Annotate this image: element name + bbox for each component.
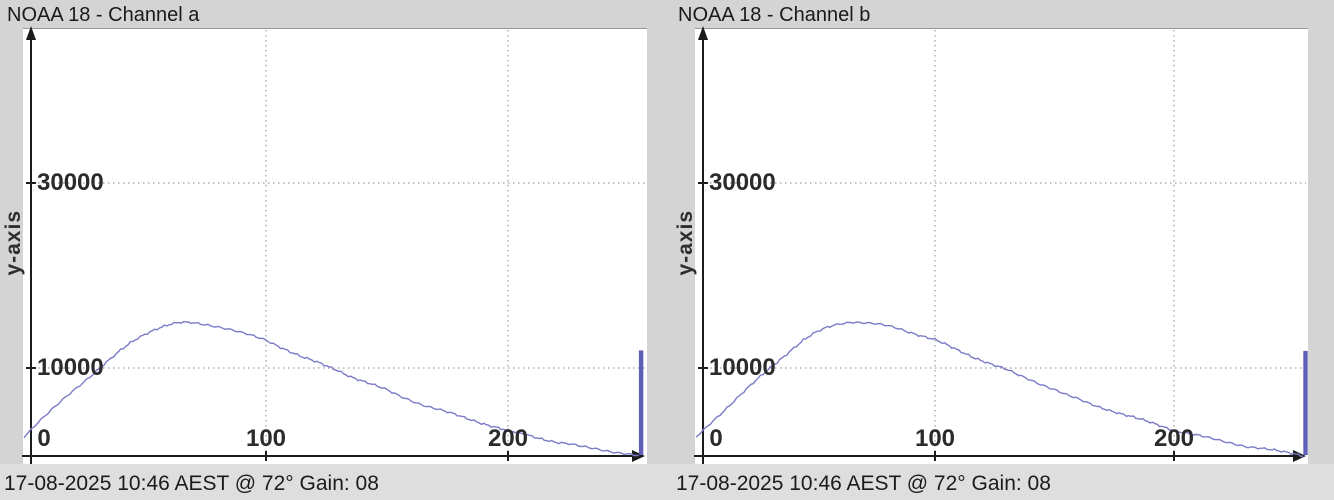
chart-title-channel-b: NOAA 18 - Channel b [678,4,871,26]
x-tick-label: 200 [487,425,529,452]
caption-band [0,464,1334,500]
y-tick-label: 30000 [709,169,776,196]
caption-channel-a: 17-08-2025 10:46 AEST @ 72° Gain: 08 [4,470,379,500]
x-tick-label: 100 [245,425,287,452]
y-tick-label: 10000 [37,354,104,381]
x-tick-label: 0 [709,425,723,452]
plot-panel-channel-a [23,28,647,464]
y-axis-label-channel-b: y-axis [674,210,697,276]
caption-channel-b: 17-08-2025 10:46 AEST @ 72° Gain: 08 [676,470,1051,500]
y-tick-label: 10000 [709,354,776,381]
chart-title-channel-a: NOAA 18 - Channel a [7,4,200,26]
caption-text: 17-08-2025 10:46 AEST @ 72° Gain: 08 [4,472,379,495]
y-tick-label: 30000 [37,169,104,196]
caption-text: 17-08-2025 10:46 AEST @ 72° Gain: 08 [676,472,1051,495]
x-tick-label: 100 [914,425,956,452]
plot-panel-channel-b [695,28,1308,464]
x-tick-label: 0 [37,425,51,452]
x-tick-label: 200 [1153,425,1195,452]
y-axis-label-channel-a: y-axis [2,210,25,276]
